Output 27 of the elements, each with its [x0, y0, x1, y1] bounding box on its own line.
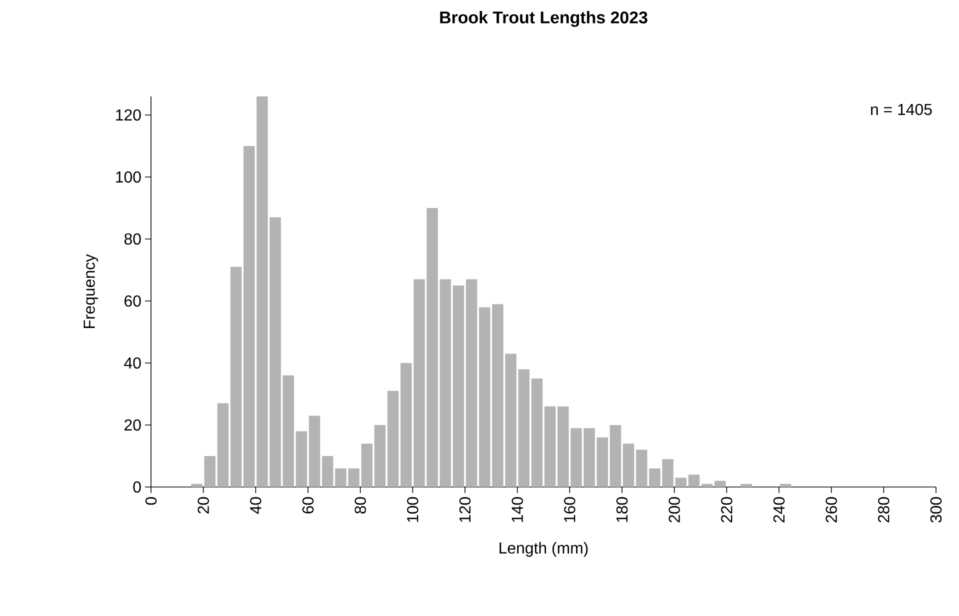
- x-tick-label: 300: [930, 497, 942, 523]
- x-tick-label: 280: [878, 497, 890, 522]
- y-tick-label: 80: [124, 233, 141, 245]
- y-tick-label: 40: [124, 357, 141, 369]
- x-tick-label: 160: [564, 497, 576, 522]
- x-tick-label: 120: [459, 497, 471, 522]
- y-tick-label: 60: [124, 295, 141, 307]
- y-tick-label: 120: [116, 109, 141, 121]
- y-tick-label: 100: [116, 171, 141, 183]
- y-axis-title: Frequency: [84, 254, 98, 328]
- y-tick-label: 20: [124, 419, 141, 431]
- x-tick-label: 40: [250, 497, 262, 514]
- x-tick-label: 20: [198, 497, 209, 514]
- x-tick-label: 60: [302, 497, 314, 514]
- x-tick-label: 220: [721, 497, 732, 522]
- x-tick-label: 240: [773, 497, 785, 522]
- x-tick-label: 260: [826, 497, 837, 522]
- annotation: n = 1405: [871, 104, 932, 116]
- chart-title: Brook Trout Lengths 2023: [440, 11, 648, 27]
- y-tick-label: 0: [133, 481, 141, 493]
- x-tick-label: 200: [668, 497, 680, 522]
- x-tick-label: 0: [145, 497, 157, 505]
- x-tick-label: 140: [512, 497, 523, 522]
- x-axis-title: Length (mm): [500, 542, 588, 557]
- x-tick-label: 100: [407, 497, 418, 522]
- x-tick-label: 80: [354, 497, 366, 514]
- x-tick-label: 180: [616, 497, 628, 522]
